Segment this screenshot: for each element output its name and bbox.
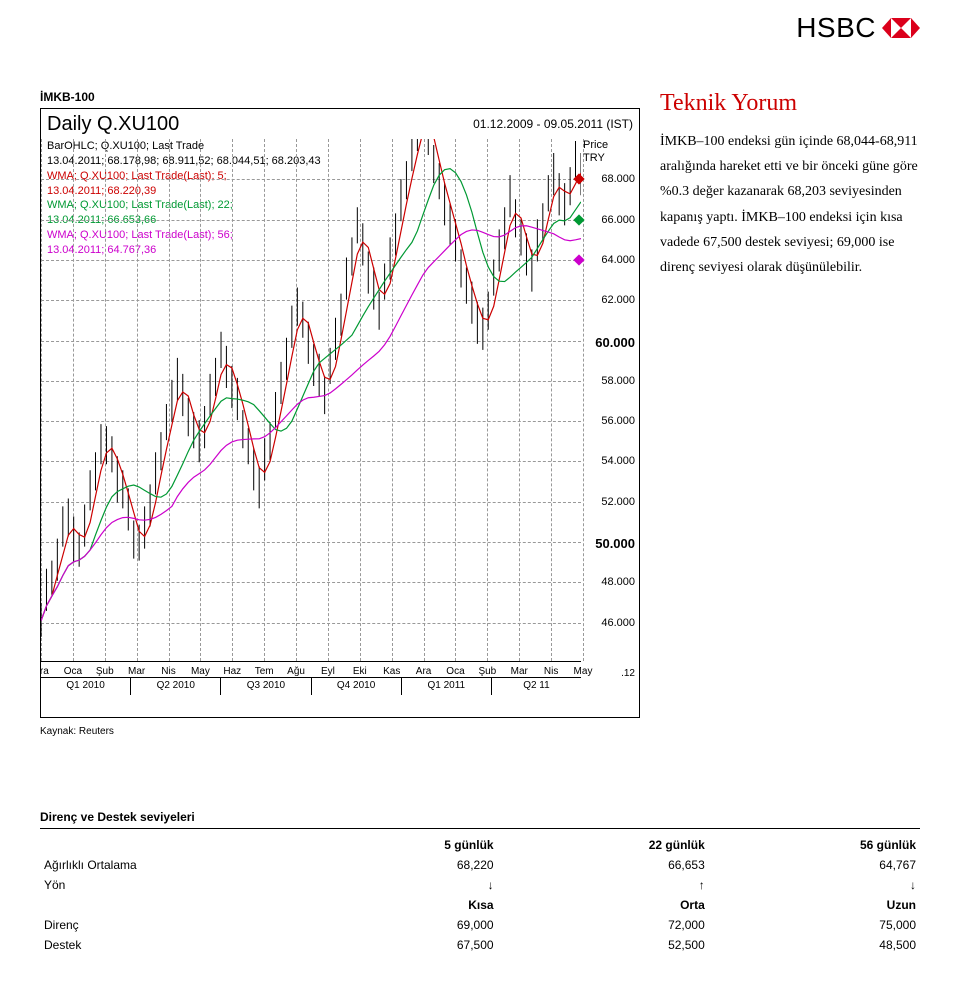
commentary-body: İMKB–100 endeksi gün içinde 68,044-68,91… [660,129,922,280]
levels-table: 5 günlük 22 günlük 56 günlük Ağırlıklı O… [40,835,920,955]
brand-name: HSBC [796,12,876,44]
commentary-block: Teknik Yorum İMKB–100 endeksi gün içinde… [660,90,922,280]
table-row: Ağırlıklı Ortalama 68,220 66,653 64,767 [40,855,920,875]
chart-title: Daily Q.XU100 [47,113,179,136]
levels-table-section: Direnç ve Destek seviyeleri 5 günlük 22 … [40,810,920,955]
price-chart: Daily Q.XU100 01.12.2009 - 09.05.2011 (I… [40,108,640,718]
chart-date-range: 01.12.2009 - 09.05.2011 (IST) [473,117,633,131]
brand-logo: HSBC [796,12,920,44]
table-row: Direnç 69,000 72,000 75,000 [40,915,920,935]
brand-hex-icon [882,18,920,38]
chart-x-axis: AraOcaŞubMarNisMayHazTemAğuEylEkiKasAraO… [41,661,581,717]
table-header-row: Kısa Orta Uzun [40,895,920,915]
commentary-title: Teknik Yorum [660,90,922,117]
chart-source: Kaynak: Reuters [40,726,640,737]
levels-table-title: Direnç ve Destek seviyeleri [40,810,920,829]
chart-footer-mark: .12 [621,668,635,679]
chart-plot [41,139,581,661]
section-title: İMKB-100 [40,90,640,104]
chart-y-axis: Price TRY 68.00066.00064.00062.00060.000… [583,139,635,657]
table-row: Yön ↓ ↑ ↓ [40,875,920,895]
table-row: Destek 67,500 52,500 48,500 [40,935,920,955]
table-header-row: 5 günlük 22 günlük 56 günlük [40,835,920,855]
